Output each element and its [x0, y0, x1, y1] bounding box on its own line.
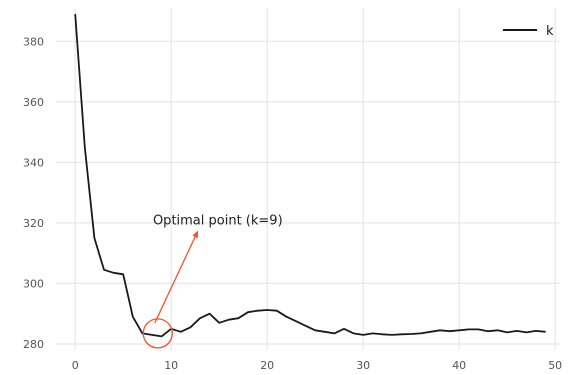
x-tick-label-50: 50	[548, 359, 562, 372]
x-tick-label-40: 40	[452, 359, 466, 372]
x-tick-label-20: 20	[260, 359, 274, 372]
annotation-text: Optimal point (k=9)	[153, 213, 283, 228]
series-lines	[74, 14, 546, 338]
annotation-arrow-head	[192, 230, 199, 239]
optimal-point-annotation: Optimal point (k=9)	[142, 213, 283, 349]
grid-lines	[56, 8, 560, 350]
x-tick-label-10: 10	[164, 359, 178, 372]
y-tick-label-340: 340	[23, 156, 44, 169]
y-tick-label-380: 380	[23, 35, 44, 48]
legend: k	[503, 24, 554, 39]
legend-label-k: k	[546, 24, 554, 39]
y-tick-label-320: 320	[23, 217, 44, 230]
x-axis-tick-labels: 0 10 20 30 40 50	[72, 359, 563, 372]
y-tick-label-360: 360	[23, 96, 44, 109]
y-axis-tick-labels: 280 300 320 340 360 380	[23, 35, 44, 351]
series-line-k	[74, 14, 546, 338]
y-tick-label-300: 300	[23, 277, 44, 290]
optimal-point-circle	[142, 318, 173, 349]
annotation-arrow	[154, 233, 197, 324]
x-tick-label-30: 30	[356, 359, 370, 372]
x-tick-label-0: 0	[72, 359, 79, 372]
y-tick-label-280: 280	[23, 338, 44, 351]
